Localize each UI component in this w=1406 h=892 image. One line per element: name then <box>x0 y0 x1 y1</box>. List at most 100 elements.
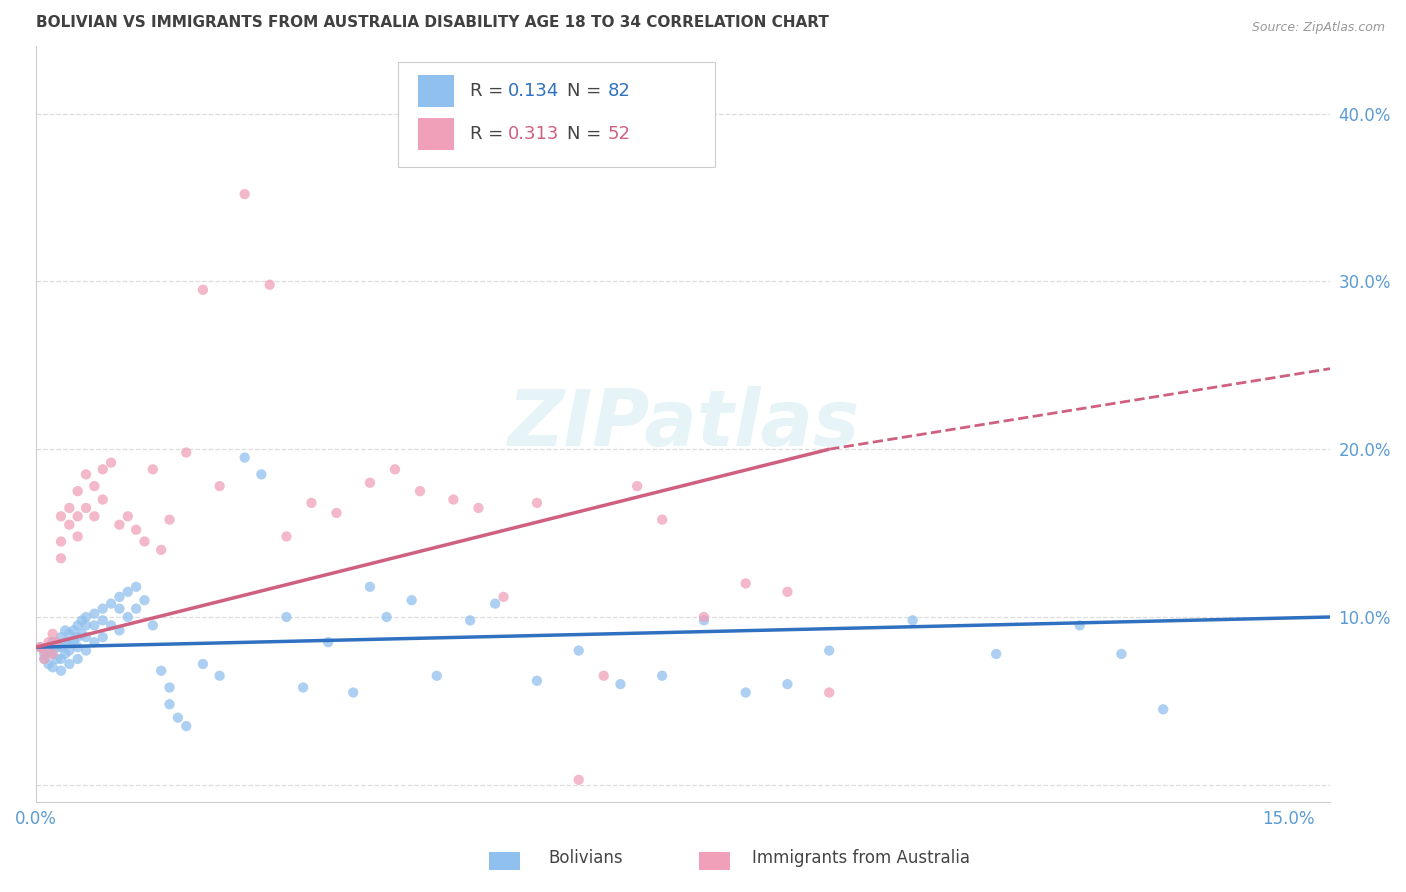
Point <box>70 613 93 627</box>
Bar <box>418 75 454 107</box>
Point <box>125 523 148 537</box>
Point <box>108 624 131 638</box>
Point <box>75 618 97 632</box>
Text: 0.313: 0.313 <box>509 125 560 143</box>
Text: 52: 52 <box>607 125 631 143</box>
Text: N =: N = <box>567 125 606 143</box>
Point <box>91 462 114 476</box>
Text: Immigrants from Australia: Immigrants from Australia <box>752 848 970 866</box>
Point <box>693 610 716 624</box>
Point <box>66 630 89 644</box>
Point <box>58 643 80 657</box>
Point <box>359 580 381 594</box>
Point <box>37 657 59 671</box>
Point <box>142 618 165 632</box>
Point <box>467 500 489 515</box>
Point <box>174 445 197 459</box>
Point <box>49 664 72 678</box>
Point <box>108 517 131 532</box>
Point <box>66 618 89 632</box>
Point <box>150 664 173 678</box>
Point <box>75 500 97 515</box>
Point <box>208 669 231 683</box>
Text: R =: R = <box>470 82 509 100</box>
Point <box>83 509 105 524</box>
Point <box>66 484 89 499</box>
Point <box>159 513 181 527</box>
Point <box>83 607 105 621</box>
Point <box>108 590 131 604</box>
Point <box>49 551 72 566</box>
Point <box>342 685 364 699</box>
Point <box>233 450 256 465</box>
Point <box>150 542 173 557</box>
Point <box>83 479 105 493</box>
Point <box>568 772 591 787</box>
Point <box>49 509 72 524</box>
Point <box>41 635 63 649</box>
Point <box>66 652 89 666</box>
Point <box>83 618 105 632</box>
Point <box>1111 647 1133 661</box>
Point <box>292 681 315 695</box>
Point <box>441 492 464 507</box>
Point <box>117 584 139 599</box>
Point <box>316 635 339 649</box>
Point <box>325 506 347 520</box>
Point <box>159 698 181 712</box>
Point <box>49 534 72 549</box>
Point <box>901 613 924 627</box>
Point <box>526 496 548 510</box>
Bar <box>418 118 454 150</box>
Point <box>91 613 114 627</box>
Point <box>359 475 381 490</box>
Text: 82: 82 <box>607 82 631 100</box>
Point <box>41 660 63 674</box>
Point <box>167 711 190 725</box>
Point <box>37 635 59 649</box>
Point <box>117 610 139 624</box>
Point <box>384 462 406 476</box>
Point <box>125 580 148 594</box>
Point <box>125 601 148 615</box>
Point <box>100 456 122 470</box>
Point <box>592 669 614 683</box>
Point <box>45 640 67 655</box>
Text: R =: R = <box>470 125 509 143</box>
Point <box>191 283 214 297</box>
Point <box>276 529 298 543</box>
Point <box>32 643 55 657</box>
Text: Bolivians: Bolivians <box>548 848 623 866</box>
Point <box>75 630 97 644</box>
Point <box>208 479 231 493</box>
Point <box>75 610 97 624</box>
Point <box>45 652 67 666</box>
Point <box>62 624 84 638</box>
Point <box>276 610 298 624</box>
Point <box>233 187 256 202</box>
Point <box>568 643 591 657</box>
Point <box>62 633 84 648</box>
Text: 0.134: 0.134 <box>509 82 560 100</box>
Point <box>58 635 80 649</box>
Point <box>776 584 799 599</box>
Point <box>986 647 1008 661</box>
Point <box>818 685 841 699</box>
Point <box>49 630 72 644</box>
Point <box>484 597 506 611</box>
Point <box>66 529 89 543</box>
Point <box>58 627 80 641</box>
Point <box>58 517 80 532</box>
Point <box>191 657 214 671</box>
Point <box>66 509 89 524</box>
Point <box>458 613 481 627</box>
Point <box>66 640 89 655</box>
Point <box>626 479 648 493</box>
Point <box>70 627 93 641</box>
Point <box>53 624 76 638</box>
Text: N =: N = <box>567 82 606 100</box>
Point <box>75 643 97 657</box>
Point <box>492 590 515 604</box>
Point <box>734 576 756 591</box>
Point <box>609 677 631 691</box>
